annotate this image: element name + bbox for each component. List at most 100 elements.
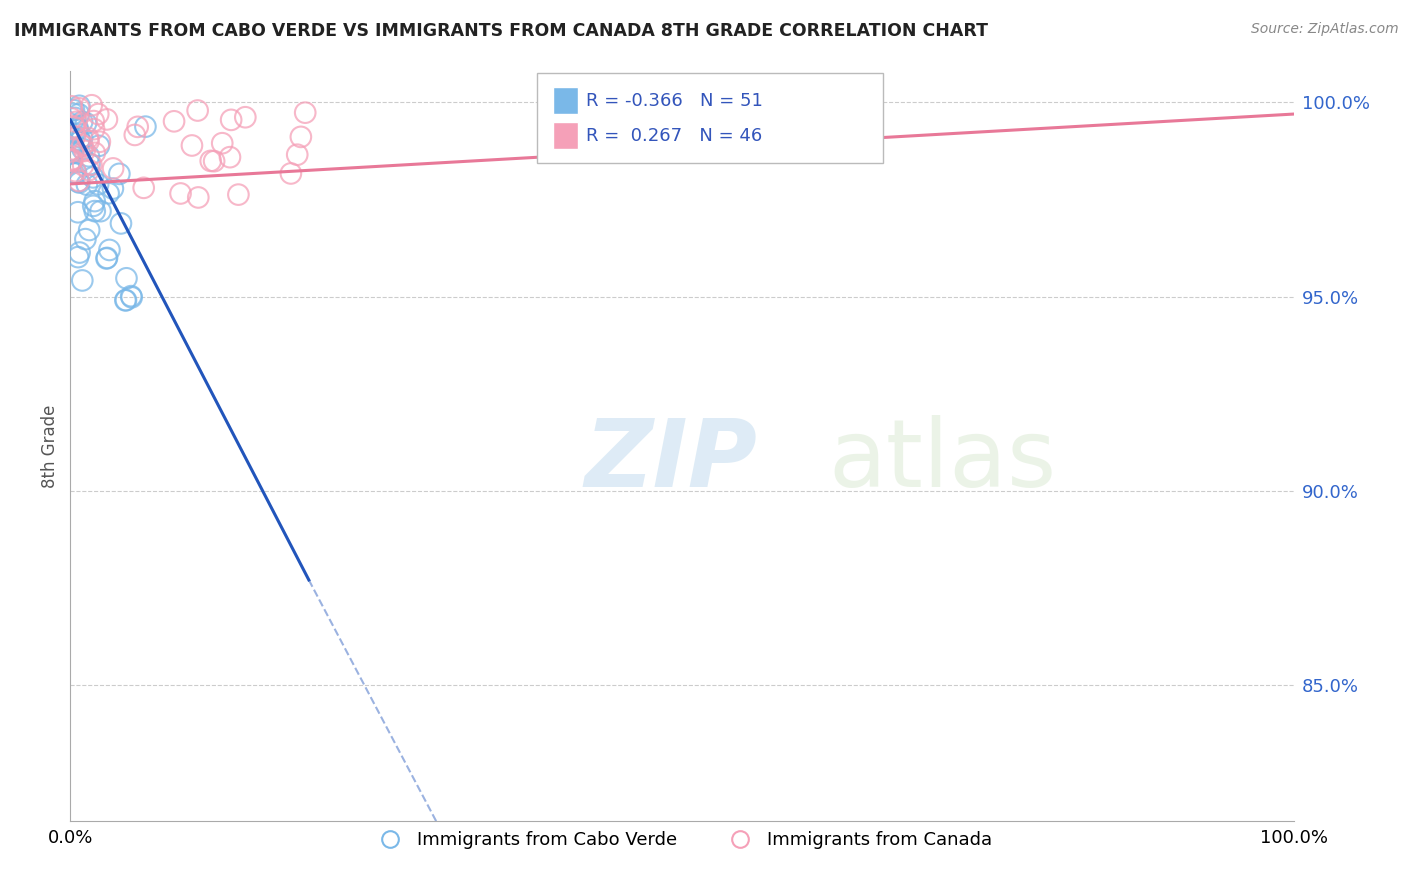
Text: R = -0.366   N = 51: R = -0.366 N = 51 (586, 92, 763, 110)
Y-axis label: 8th Grade: 8th Grade (41, 404, 59, 488)
Point (60, 153, 83, 167)
Point (98, 243, 121, 257)
Point (65, 115, 87, 129)
Point (67, 107, 90, 121)
Point (132, 181, 155, 195)
Point (62, 107, 84, 121)
Point (67, 99, 90, 113)
Point (70, 115, 93, 129)
Point (60, 154, 83, 169)
Point (219, 112, 242, 127)
Point (163, 114, 186, 128)
Text: R =  0.267   N = 46: R = 0.267 N = 46 (586, 127, 762, 145)
Point (72, 158, 94, 172)
Point (202, 154, 225, 169)
Point (219, 150, 242, 164)
Point (60, 99, 83, 113)
Point (114, 293, 136, 308)
Point (87, 138, 110, 153)
Point (294, 105, 316, 120)
Point (96, 112, 118, 127)
Point (80, 158, 103, 172)
Point (77, 223, 100, 237)
Point (77, 163, 100, 178)
Point (77, 131, 100, 145)
Point (70, 131, 93, 145)
Point (60, 153, 83, 168)
Point (75, 116, 97, 130)
Text: ZIP: ZIP (583, 415, 756, 507)
Point (66, 122, 89, 136)
Point (62, 145, 84, 160)
Point (127, 120, 149, 134)
Point (101, 181, 124, 195)
Point (66, 205, 89, 219)
Point (63, 129, 86, 144)
Point (67, 174, 90, 188)
Point (83, 145, 105, 160)
Point (83, 194, 105, 208)
Point (200, 153, 222, 168)
Point (69, 134, 91, 148)
Point (69, 133, 91, 147)
Point (187, 190, 209, 204)
Point (108, 167, 131, 181)
Point (83, 204, 105, 219)
Point (181, 138, 204, 153)
Point (76, 178, 98, 192)
Point (101, 161, 124, 176)
Point (233, 110, 256, 124)
Point (72, 142, 94, 156)
Text: IMMIGRANTS FROM CABO VERDE VS IMMIGRANTS FROM CANADA 8TH GRADE CORRELATION CHART: IMMIGRANTS FROM CABO VERDE VS IMMIGRANTS… (14, 22, 988, 40)
Point (79, 157, 101, 171)
Point (60, 152, 83, 166)
Point (228, 187, 250, 202)
Point (63, 111, 86, 125)
Point (120, 289, 142, 303)
Point (65, 164, 87, 178)
Point (134, 120, 156, 134)
Text: atlas: atlas (828, 415, 1057, 507)
Point (60, 146, 83, 161)
Point (115, 271, 138, 285)
Legend: Immigrants from Cabo Verde, Immigrants from Canada: Immigrants from Cabo Verde, Immigrants f… (364, 824, 1000, 856)
Point (169, 186, 191, 201)
Point (72, 273, 94, 287)
Point (60, 112, 83, 126)
Point (62, 142, 84, 156)
Point (96, 252, 118, 266)
Point (67, 174, 90, 188)
Point (62, 166, 84, 180)
Point (110, 216, 132, 230)
Point (285, 147, 308, 161)
Point (87, 107, 110, 121)
Point (77, 134, 100, 148)
Point (75, 232, 97, 246)
Point (124, 128, 146, 142)
Point (82, 199, 104, 213)
Point (89, 135, 111, 149)
Point (187, 103, 209, 118)
Point (60, 143, 83, 157)
Point (89, 204, 111, 219)
Point (67, 250, 90, 264)
Point (63, 120, 86, 135)
Point (96, 251, 118, 265)
Point (115, 293, 138, 308)
Point (211, 136, 233, 151)
Point (66, 120, 89, 135)
Point (67, 176, 90, 190)
Point (83, 114, 105, 128)
Point (73, 144, 96, 158)
Text: Source: ZipAtlas.com: Source: ZipAtlas.com (1251, 22, 1399, 37)
Point (290, 129, 312, 144)
Point (280, 166, 302, 180)
Point (82, 170, 104, 185)
Point (80, 98, 103, 112)
Point (69, 245, 91, 260)
Point (72, 138, 94, 153)
Point (60, 145, 83, 160)
Point (63, 103, 86, 118)
Point (87, 178, 110, 192)
Point (65, 166, 87, 180)
